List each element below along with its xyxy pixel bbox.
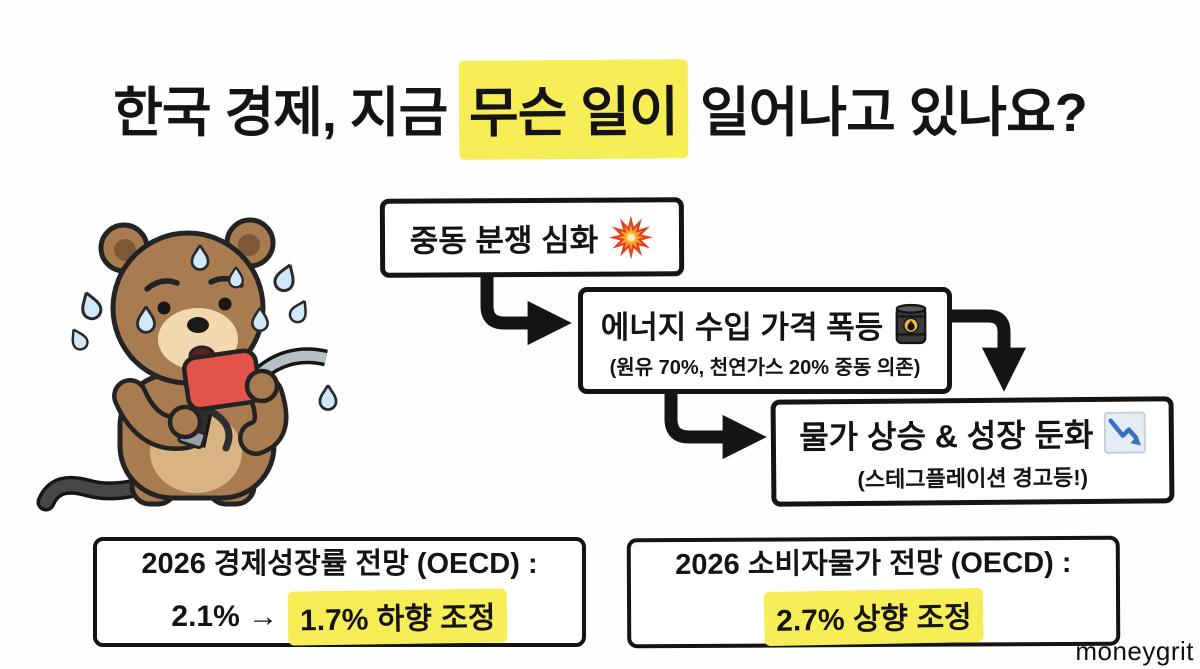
nozzle-drip <box>318 384 338 411</box>
cpi-value-highlight: 2.7% 상향 조정 <box>763 587 984 647</box>
bear-eye-left <box>157 301 171 315</box>
flow-box2-subtext: (원유 70%, 천연가스 20% 중동 의존) <box>609 357 921 379</box>
sweat-drops <box>71 244 338 411</box>
title-text-post: 일어나고 있나요? <box>700 83 1088 143</box>
explosion-icon <box>609 214 654 259</box>
stat-box-cpi-forecast: 2026 소비자물가 전망 (OECD) : 2.7% 상향 조정 <box>626 535 1121 649</box>
flow-box-middle-east-conflict: 중동 분쟁 심화 <box>379 197 685 278</box>
bear-eye-right <box>218 297 232 311</box>
title-text-pre: 한국 경제, 지금 <box>113 83 448 143</box>
flow-box-inflation-slowdown: 물가 상승 & 성장 둔화 (스테그플레이션 경고등!) <box>770 396 1175 507</box>
chart-down-icon <box>1103 411 1146 454</box>
flow-box1-label: 중동 분쟁 심화 <box>409 222 599 259</box>
page-title: 한국 경제, 지금 무슨 일이 일어나고 있나요? <box>0 59 1200 160</box>
oil-drum-icon <box>895 303 927 345</box>
title-highlight: 무슨 일이 <box>458 59 689 160</box>
gdp-old-value: 2.1% → <box>171 600 279 633</box>
flow-box3-subtext: (스테그플레이션 경고등!) <box>857 464 1089 492</box>
gdp-new-value-highlight: 1.7% 하향 조정 <box>287 588 508 646</box>
bear-brow-left <box>144 278 180 292</box>
bear-paw-left <box>167 404 203 440</box>
gdp-forecast-title: 2026 경제성장률 전망 (OECD) : <box>141 548 538 580</box>
flow-box3-label: 물가 상승 & 성장 둔화 <box>799 416 1094 456</box>
flow-box-energy-price-surge: 에너지 수입 가격 폭등 (원유 70%, 천연가스 20% 중동 의존) <box>578 287 952 394</box>
bear-paw-right <box>244 368 280 404</box>
crying-bear-illustration <box>36 217 338 512</box>
moneygrit-watermark: moneygrit <box>1075 636 1194 666</box>
cpi-forecast-title: 2026 소비자물가 전망 (OECD) : <box>675 546 1072 582</box>
stat-box-gdp-growth: 2026 경제성장률 전망 (OECD) : 2.1% → 1.7% 하향 조정 <box>93 537 586 647</box>
bear-nose <box>187 317 209 333</box>
flow-box2-label: 에너지 수입 가격 폭등 <box>600 309 884 345</box>
